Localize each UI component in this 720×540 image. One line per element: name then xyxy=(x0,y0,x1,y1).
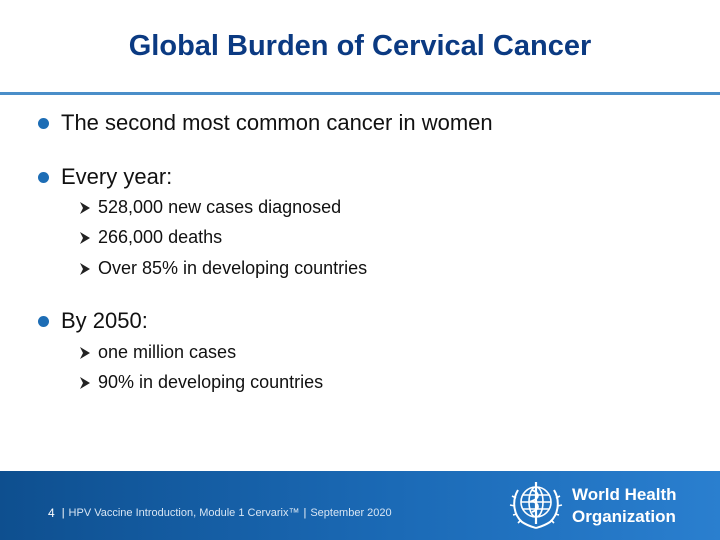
arrow-bullet-icon xyxy=(80,262,90,275)
sub-bullet-text: 90% in developing countries xyxy=(98,372,324,392)
bullet-dot-icon xyxy=(38,315,49,327)
who-wordmark: World Health Organization xyxy=(572,484,677,528)
bullet-text: By 2050: xyxy=(61,308,148,333)
footer-bar xyxy=(0,471,720,540)
separator: | xyxy=(303,507,307,519)
slide-title: Global Burden of Cervical Cancer xyxy=(128,30,592,62)
org-name-line1: World Health xyxy=(572,485,677,504)
bullet-dot-icon xyxy=(38,171,49,183)
sub-bullet-text: one million cases xyxy=(98,342,237,362)
sub-bullet-text: 266,000 deaths xyxy=(98,227,223,247)
bullet-item: The second most common cancer in women xyxy=(38,110,493,136)
bullet-text: The second most common cancer in women xyxy=(61,110,493,135)
footer-caption: 4 | HPV Vaccine Introduction, Module 1 C… xyxy=(48,506,392,520)
bullet-dot-icon xyxy=(38,117,49,129)
sub-bullet-item: 528,000 new cases diagnosed xyxy=(78,197,341,218)
course-title: HPV Vaccine Introduction, Module 1 Cerva… xyxy=(68,507,300,519)
sub-bullet-item: one million cases xyxy=(78,342,236,363)
arrow-bullet-icon xyxy=(80,376,90,389)
footer-date: September 2020 xyxy=(310,507,392,519)
arrow-bullet-icon xyxy=(80,346,90,359)
sub-bullet-item: 90% in developing countries xyxy=(78,372,323,393)
bullet-item: Every year: xyxy=(38,164,172,190)
arrow-bullet-icon xyxy=(80,231,90,244)
sub-bullet-item: Over 85% in developing countries xyxy=(78,258,367,279)
sub-bullet-text: 528,000 new cases diagnosed xyxy=(98,197,342,217)
arrow-bullet-icon xyxy=(80,201,90,214)
page-number: 4 xyxy=(48,506,55,520)
who-emblem-icon xyxy=(509,482,563,529)
org-name-line2: Organization xyxy=(572,507,676,526)
bullet-text: Every year: xyxy=(61,164,173,189)
sub-bullet-text: Over 85% in developing countries xyxy=(98,258,368,278)
sub-bullet-item: 266,000 deaths xyxy=(78,227,222,248)
title-divider xyxy=(0,92,720,95)
bullet-item: By 2050: xyxy=(38,308,148,334)
separator: | xyxy=(61,507,65,519)
